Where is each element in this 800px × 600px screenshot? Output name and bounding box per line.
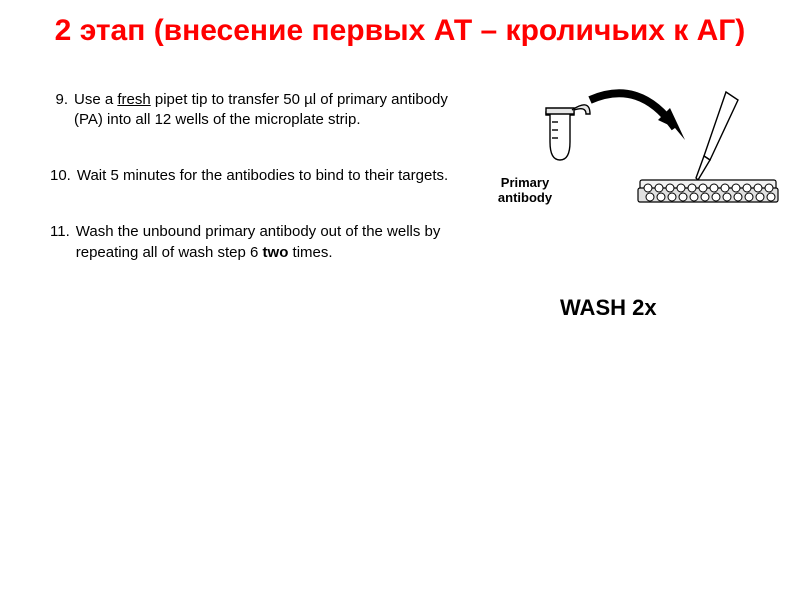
pipette-icon [696,92,738,180]
microtube-icon [546,104,590,159]
step-number: 9. [50,90,74,131]
primary-antibody-label: Primary antibody [485,175,565,206]
step-11: 11. Wash the unbound primary antibody ou… [50,222,470,263]
step-text: Use a fresh pipet tip to transfer 50 µl … [74,90,470,131]
step-text: Wash the unbound primary antibody out of… [76,222,470,263]
arrow-icon [590,93,685,140]
text-pre: Wash the unbound primary antibody out of… [76,223,441,260]
step-number: 10. [50,166,77,186]
pipette-diagram [490,80,780,240]
text-post: times. [288,244,332,261]
label-line1: Primary [501,175,549,190]
step-text: Wait 5 minutes for the antibodies to bin… [77,166,470,186]
steps-column: 9. Use a fresh pipet tip to transfer 50 … [50,90,470,299]
step-10: 10. Wait 5 minutes for the antibodies to… [50,166,470,186]
illustration-column: Primary antibody WASH 2x [470,90,770,299]
content-row: 9. Use a fresh pipet tip to transfer 50 … [0,50,800,299]
page-title: 2 этап (внесение первых АТ – кроличьих к… [0,0,800,50]
step-9: 9. Use a fresh pipet tip to transfer 50 … [50,90,470,131]
text-pre: Use a [74,91,117,108]
wash-2x-label: WASH 2x [560,295,657,321]
text-bold: two [263,244,289,261]
label-line2: antibody [498,190,552,205]
step-number: 11. [50,222,76,263]
text-underlined: fresh [117,91,150,108]
